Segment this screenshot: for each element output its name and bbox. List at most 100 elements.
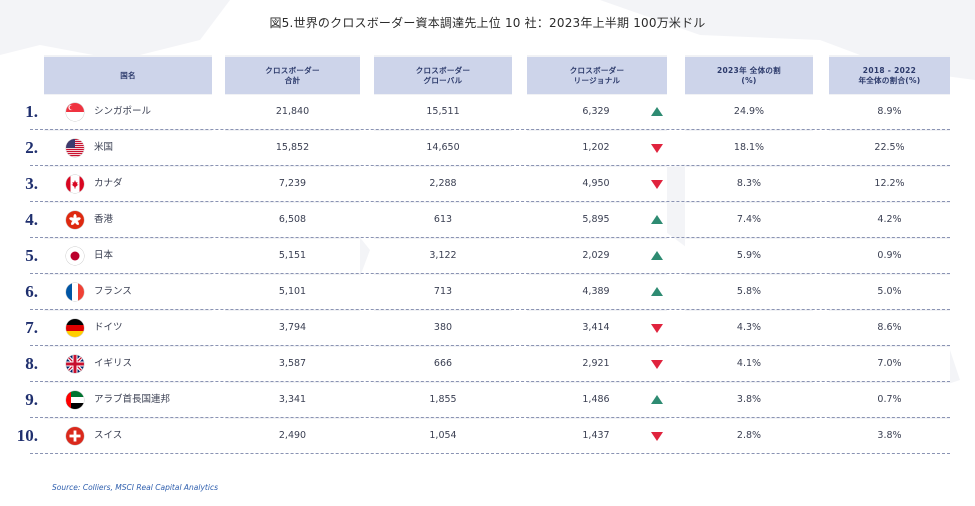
- cell-total: 3,341: [225, 383, 360, 417]
- row-divider: [30, 345, 950, 346]
- cell-total: 3,794: [225, 311, 360, 345]
- cell-share-2023: 4.1%: [685, 347, 813, 381]
- header-country: 国名: [44, 57, 212, 94]
- header-share-2023: 2023年 全体の割 (%): [685, 57, 813, 94]
- jp-flag-icon: [66, 247, 84, 265]
- chart-title: 図5.世界のクロスボーダー資本調達先上位 10 社：2023年上半期 100万米…: [269, 16, 706, 30]
- row-divider: [30, 273, 950, 274]
- cell-total-value: 5,151: [278, 250, 307, 261]
- row-divider: [30, 237, 950, 238]
- rank-label: 6.: [25, 282, 38, 301]
- trend-up-icon: [651, 287, 663, 296]
- cell-regional: 1,202: [527, 131, 667, 165]
- cell-share-2018-2022: 12.2%: [829, 167, 950, 201]
- cell-share-2018-2022-value: 0.7%: [877, 394, 902, 405]
- country-name: 米国: [94, 142, 114, 153]
- cell-total: 7,239: [225, 167, 360, 201]
- cell-share-2023-value: 24.9%: [733, 106, 765, 117]
- header-global-label: クロスボーダー グローバル: [415, 65, 471, 85]
- cell-total-value: 7,239: [278, 178, 307, 189]
- cell-share-2023-value: 3.8%: [736, 394, 762, 405]
- rank-label: 1.: [25, 102, 38, 121]
- cell-global-value: 14,650: [426, 142, 460, 153]
- country-name: フランス: [94, 286, 132, 297]
- country-name: ドイツ: [94, 322, 123, 333]
- cell-global: 613: [374, 203, 512, 237]
- cell-regional: 1,437: [527, 419, 667, 453]
- country-name: カナダ: [94, 178, 123, 189]
- header-regional: クロスボーダー リージョナル: [527, 57, 667, 94]
- cell-total: 2,490: [225, 419, 360, 453]
- ch-flag-icon: [66, 427, 84, 445]
- cell-country: シンガポール: [44, 95, 212, 129]
- cell-share-2023-value: 2.8%: [736, 430, 762, 441]
- cell-country: アラブ首長国連邦: [44, 383, 212, 417]
- cell-total: 5,101: [225, 275, 360, 309]
- cell-regional: 1,486: [527, 383, 667, 417]
- row-divider: [30, 201, 950, 202]
- cell-total-value: 3,794: [278, 322, 307, 333]
- cell-share-2023: 2.8%: [685, 419, 813, 453]
- cell-regional-value: 4,389: [582, 286, 610, 297]
- cell-regional: 4,950: [527, 167, 667, 201]
- rank-label: 10.: [16, 426, 38, 445]
- cell-share-2018-2022-value: 5.0%: [877, 286, 902, 297]
- fr-flag-icon: [66, 283, 84, 301]
- cell-global: 666: [374, 347, 512, 381]
- country-name: シンガポール: [94, 106, 152, 117]
- cell-global-value: 613: [433, 214, 453, 225]
- cell-total-value: 3,587: [278, 358, 307, 369]
- row-divider: [30, 129, 950, 130]
- cell-regional-value: 1,202: [582, 142, 610, 153]
- cell-global: 2,288: [374, 167, 512, 201]
- cell-total: 5,151: [225, 239, 360, 273]
- header-regional-label: クロスボーダー リージョナル: [569, 65, 625, 85]
- cell-share-2018-2022: 8.6%: [829, 311, 950, 345]
- rank-label: 8.: [25, 354, 38, 373]
- cell-country: 香港: [44, 203, 212, 237]
- cell-regional: 5,895: [527, 203, 667, 237]
- rank-label: 7.: [25, 318, 38, 337]
- de-flag-icon: [66, 319, 84, 337]
- cell-country: スイス: [44, 419, 212, 453]
- cell-global-value: 380: [433, 322, 453, 333]
- cell-regional-value: 2,921: [582, 358, 610, 369]
- cell-share-2023-value: 5.9%: [736, 250, 762, 261]
- cell-total: 21,840: [225, 95, 360, 129]
- cell-share-2018-2022-value: 3.8%: [877, 430, 902, 441]
- cell-total-value: 15,852: [275, 142, 310, 153]
- header-share-2018-2022-label: 2018 - 2022 年全体の割合(%): [858, 65, 921, 85]
- cell-total-value: 3,341: [278, 394, 307, 405]
- rank-label: 4.: [25, 210, 38, 229]
- cell-global-value: 1,855: [429, 394, 457, 405]
- us-flag-icon: [66, 139, 84, 157]
- cell-share-2023: 8.3%: [685, 167, 813, 201]
- cell-global: 380: [374, 311, 512, 345]
- cell-share-2018-2022: 4.2%: [829, 203, 950, 237]
- ca-flag-icon: [66, 175, 84, 193]
- cell-share-2023: 3.8%: [685, 383, 813, 417]
- sg-flag-icon: [66, 103, 84, 121]
- cell-share-2018-2022-value: 4.2%: [877, 214, 902, 225]
- cell-share-2018-2022-value: 0.9%: [877, 250, 902, 261]
- source-note: Source: Colliers, MSCI Real Capital Anal…: [52, 483, 218, 492]
- trend-up-icon: [651, 251, 663, 260]
- header-total-label: クロスボーダー 合計: [265, 65, 320, 85]
- cell-share-2018-2022-value: 8.6%: [877, 322, 902, 333]
- cell-share-2018-2022-value: 22.5%: [874, 142, 905, 153]
- cell-country: フランス: [44, 275, 212, 309]
- cell-share-2018-2022: 7.0%: [829, 347, 950, 381]
- table-row: 3. カナダ 7,239 2,288 4,950 8.3% 12.2%: [0, 166, 975, 202]
- cell-share-2023: 5.9%: [685, 239, 813, 273]
- cell-country: 日本: [44, 239, 212, 273]
- trend-up-icon: [651, 107, 663, 116]
- cell-country: 米国: [44, 131, 212, 165]
- cell-regional-value: 4,950: [582, 178, 610, 189]
- table-row: 8. イギリス 3,587 666 2,921 4.1% 7.0%: [0, 346, 975, 382]
- trend-up-icon: [651, 395, 663, 404]
- rank-label: 9.: [25, 390, 38, 409]
- table-row: 1. シンガポール 21,840 15,511 6,329 24.9% 8.9%: [0, 94, 975, 130]
- cell-country: イギリス: [44, 347, 212, 381]
- cell-total: 15,852: [225, 131, 360, 165]
- cell-share-2023-value: 5.8%: [736, 286, 762, 297]
